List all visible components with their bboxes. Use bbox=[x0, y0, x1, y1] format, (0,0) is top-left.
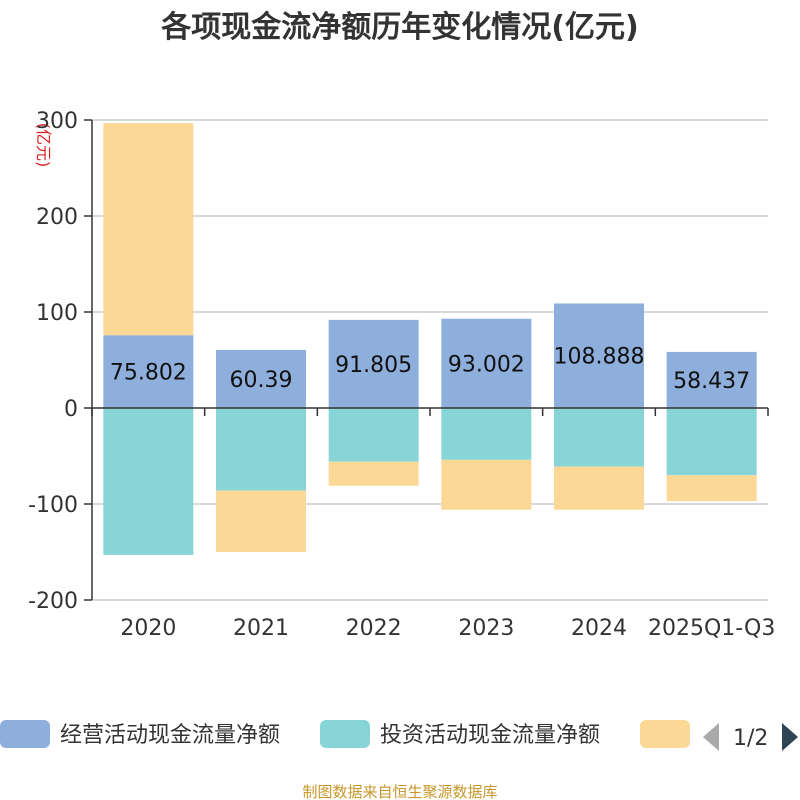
y-tick-label: 300 bbox=[36, 109, 78, 134]
bar-series3-2023[interactable] bbox=[441, 459, 532, 510]
bar-series1-2023[interactable] bbox=[441, 318, 532, 408]
bar-series2-2024[interactable] bbox=[554, 408, 644, 467]
bar-series2-2025Q1-Q3[interactable] bbox=[666, 408, 757, 476]
legend-prev-page-icon[interactable] bbox=[703, 723, 719, 751]
bar-series3-2021[interactable] bbox=[216, 490, 306, 552]
x-tick-label: 2021 bbox=[233, 616, 289, 641]
legend-label[interactable]: 经营活动现金流量净额 bbox=[60, 723, 280, 748]
y-tick-label: -100 bbox=[28, 493, 78, 518]
bar-series3-2024[interactable] bbox=[554, 466, 644, 510]
legend-label[interactable]: 投资活动现金流量净额 bbox=[380, 723, 600, 748]
bar-series3-2025Q1-Q3[interactable] bbox=[666, 475, 757, 502]
legend-page-indicator: 1/2 bbox=[733, 726, 768, 751]
data-labels-group: 75.802 60.39 91.805 93.002 108.888 58.437 bbox=[110, 345, 750, 394]
legend: 经营活动现金流量净额 投资活动现金流量净额 bbox=[0, 720, 690, 748]
y-tick-label: 100 bbox=[36, 301, 78, 326]
bars-group bbox=[103, 123, 757, 555]
legend-swatch[interactable] bbox=[0, 720, 50, 748]
y-tick-label: 200 bbox=[36, 205, 78, 230]
x-tick-label: 2023 bbox=[458, 616, 514, 641]
legend-swatch[interactable] bbox=[640, 720, 690, 748]
bar-series1-2025Q1-Q3[interactable] bbox=[666, 351, 757, 408]
bar-series1-2020[interactable] bbox=[103, 335, 194, 408]
bar-series2-2023[interactable] bbox=[441, 408, 532, 460]
x-tick-label: 2025Q1-Q3 bbox=[648, 616, 775, 641]
y-tick-label: -200 bbox=[28, 589, 78, 614]
bar-value-label: 91.805 bbox=[335, 353, 412, 378]
grid-lines bbox=[92, 119, 768, 601]
x-tick-label: 2022 bbox=[346, 616, 402, 641]
bar-value-label: 93.002 bbox=[448, 352, 525, 377]
x-tick-label: 2020 bbox=[120, 616, 176, 641]
bar-series1-2022[interactable] bbox=[328, 319, 419, 408]
bar-value-label: 108.888 bbox=[554, 345, 645, 370]
legend-next-page-icon[interactable] bbox=[782, 723, 798, 751]
y-axis-unit-label: (亿元) bbox=[34, 123, 53, 168]
bar-value-label: 58.437 bbox=[673, 369, 750, 394]
bar-value-label: 75.802 bbox=[110, 361, 187, 386]
y-tick-label: 0 bbox=[64, 397, 78, 422]
bar-series2-2020[interactable] bbox=[103, 408, 194, 555]
bar-series2-2021[interactable] bbox=[216, 408, 306, 491]
bar-series1-2021[interactable] bbox=[216, 350, 306, 408]
bar-series1-2024[interactable] bbox=[554, 303, 644, 408]
chart-title: 各项现金流净额历年变化情况(亿元) bbox=[160, 10, 638, 45]
source-note: 制图数据来自恒生聚源数据库 bbox=[302, 783, 497, 800]
bar-series3-2022[interactable] bbox=[328, 461, 419, 486]
legend-swatch[interactable] bbox=[320, 720, 370, 748]
axes-group: -200 -100 0 100 200 300 2020 2021 2022 2023 2024 20… bbox=[28, 109, 775, 641]
bar-value-label: 60.39 bbox=[230, 368, 293, 393]
bar-series3-2020[interactable] bbox=[103, 123, 194, 336]
bar-series2-2022[interactable] bbox=[328, 408, 419, 462]
legend-pager: 1/2 bbox=[703, 723, 798, 751]
x-tick-label: 2024 bbox=[571, 616, 627, 641]
